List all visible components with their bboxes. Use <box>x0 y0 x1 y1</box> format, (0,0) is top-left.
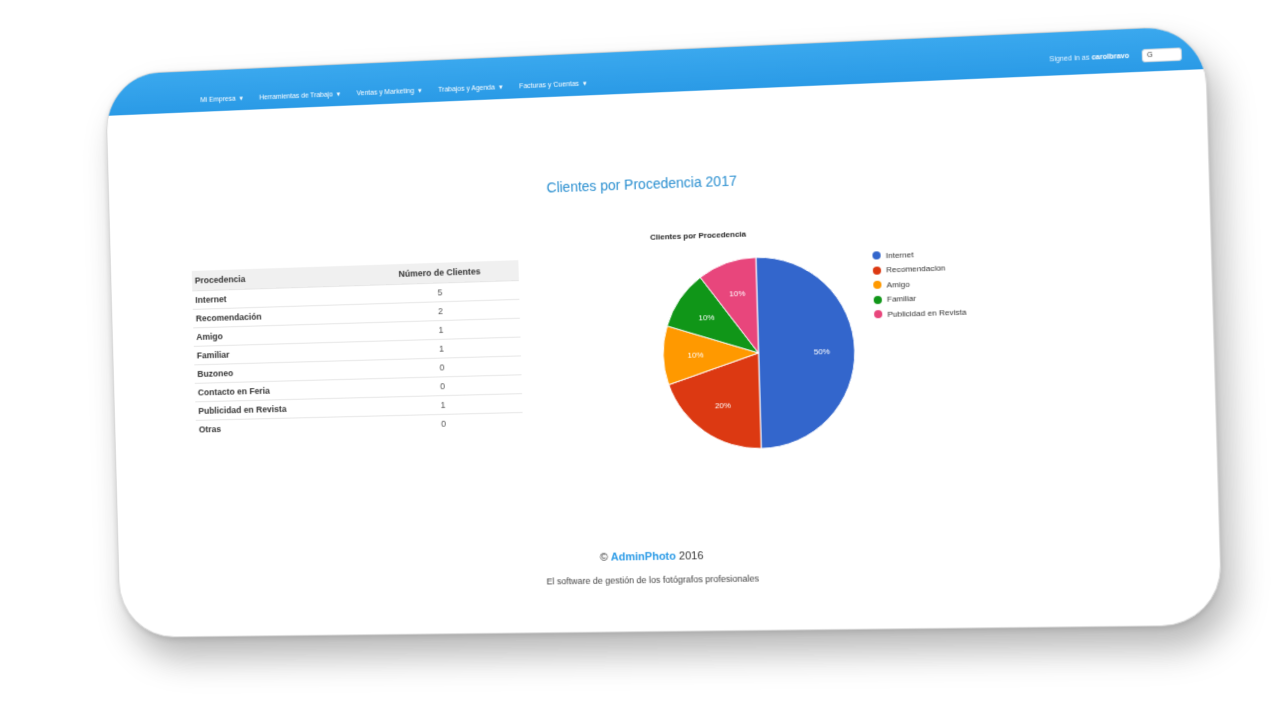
nav-item-mi-empresa[interactable]: Mi Empresa ▼ <box>200 95 244 104</box>
legend-swatch <box>873 281 881 289</box>
row-label: Otras <box>196 416 366 438</box>
signed-in-prefix: Signed in as <box>1049 55 1089 64</box>
pie-chart: 50% 20% 10% 10% 10% <box>656 249 863 456</box>
legend-swatch <box>874 310 882 318</box>
pie-slice-label: 10% <box>687 350 703 360</box>
caret-down-icon: ▼ <box>238 96 244 102</box>
nav-item-label: Mi Empresa <box>200 96 235 104</box>
legend-item[interactable]: Publicidad en Revista <box>874 304 967 321</box>
signed-in-text: Signed in as carolbravo <box>1049 53 1129 64</box>
caret-down-icon: ▼ <box>417 89 423 95</box>
nav-item-herramientas[interactable]: Herramientas de Trabajo ▼ <box>259 91 341 101</box>
page-title: Clientes por Procedencia 2017 <box>109 155 1209 212</box>
pie-slice-label: 10% <box>698 313 714 323</box>
navbar-user-area: Signed in as carolbravo G <box>1049 47 1182 66</box>
navbar-brand[interactable] <box>107 104 191 108</box>
footer-copyright: © AdminPhoto 2016 <box>119 542 1220 571</box>
chart-legend: Internet Recomendacion Amigo Familiar Public… <box>872 245 966 321</box>
copyright-symbol: © <box>600 552 608 564</box>
pie-slice-label: 10% <box>729 289 745 299</box>
legend-swatch <box>874 296 882 304</box>
footer-year: 2016 <box>679 550 704 562</box>
procedencia-table: Procedencia Número de Clientes Internet 5… <box>192 260 523 438</box>
navbar-menu: Mi Empresa ▼ Herramientas de Trabajo ▼ Ven… <box>191 80 588 104</box>
legend-label: Amigo <box>886 279 909 289</box>
nav-item-facturas[interactable]: Facturas y Cuentas ▼ <box>519 80 588 90</box>
pie-slice-label: 50% <box>814 347 831 357</box>
legend-label: Recomendacion <box>886 264 946 275</box>
row-value: 0 <box>365 412 523 434</box>
legend-label: Publicidad en Revista <box>887 307 966 318</box>
legend-swatch <box>872 251 880 259</box>
legend-swatch <box>873 266 881 274</box>
footer-brand-link[interactable]: AdminPhoto <box>611 551 676 564</box>
nav-item-trabajos[interactable]: Trabajos y Agenda ▼ <box>438 84 504 94</box>
logout-button[interactable]: G <box>1142 47 1182 62</box>
nav-item-label: Herramientas de Trabajo <box>259 91 333 101</box>
pie-slice-0[interactable] <box>756 254 858 448</box>
nav-item-ventas[interactable]: Ventas y Marketing ▼ <box>357 88 423 98</box>
legend-label: Familiar <box>887 294 916 304</box>
nav-item-label: Trabajos y Agenda <box>438 84 495 93</box>
legend-label: Internet <box>886 250 914 260</box>
pie-slice-label: 20% <box>715 401 731 411</box>
chart-title: Clientes por Procedencia <box>650 230 746 242</box>
footer-tagline: El software de gestión de los fotógrafos… <box>119 567 1220 593</box>
nav-item-label: Ventas y Marketing <box>357 88 415 97</box>
username: carolbravo <box>1092 53 1130 62</box>
caret-down-icon: ▼ <box>498 85 504 91</box>
caret-down-icon: ▼ <box>582 81 588 87</box>
top-navbar: Mi Empresa ▼ Herramientas de Trabajo ▼ Ven… <box>106 26 1206 116</box>
caret-down-icon: ▼ <box>336 92 342 98</box>
nav-item-label: Facturas y Cuentas <box>519 81 579 91</box>
browser-page-card: Mi Empresa ▼ Herramientas de Trabajo ▼ Ven… <box>105 25 1223 638</box>
